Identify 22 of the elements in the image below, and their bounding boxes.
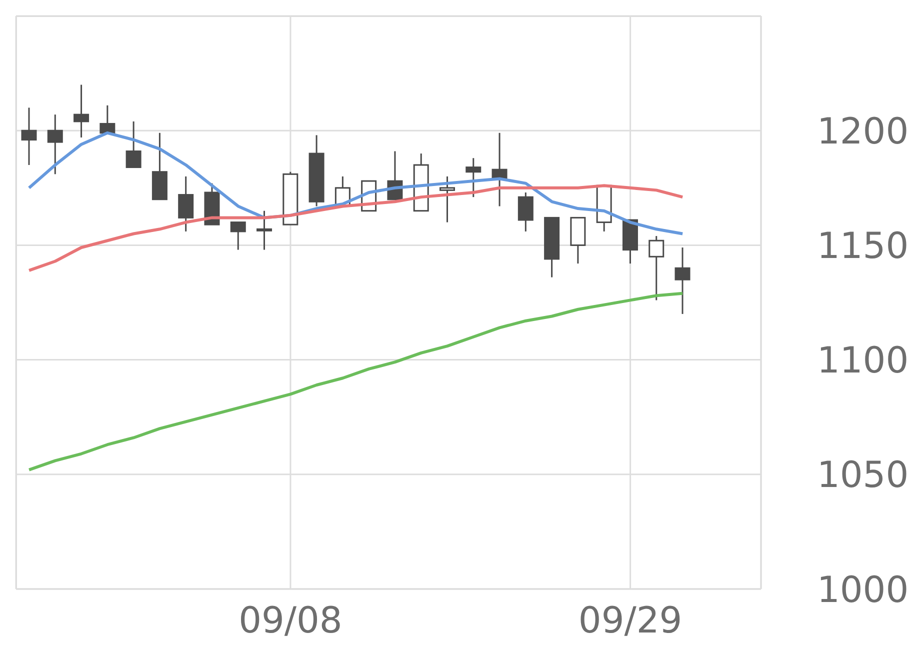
candlestick — [439, 176, 455, 224]
candlestick — [230, 222, 246, 251]
line-series — [28, 292, 684, 472]
y-tick-label: 1000 — [817, 570, 909, 611]
candlestick — [648, 235, 664, 301]
candlestick — [178, 176, 194, 232]
y-tick-label: 1200 — [817, 111, 909, 152]
candlestick — [674, 246, 690, 315]
y-tick-label: 1150 — [817, 226, 909, 267]
y-tick-label: 1050 — [817, 455, 909, 496]
y-tick-label: 1100 — [817, 340, 909, 382]
candlestick — [518, 192, 534, 232]
candlestick — [100, 104, 116, 134]
candlestick — [74, 84, 90, 138]
x-tick-label: 09/08 — [238, 600, 342, 642]
candlestick — [126, 120, 142, 168]
candlestick — [256, 210, 272, 251]
candlestick — [466, 157, 482, 198]
line-series — [28, 184, 684, 272]
x-tick-label: 09/29 — [578, 600, 682, 642]
candlestick — [21, 106, 37, 166]
candlestick — [47, 114, 63, 175]
